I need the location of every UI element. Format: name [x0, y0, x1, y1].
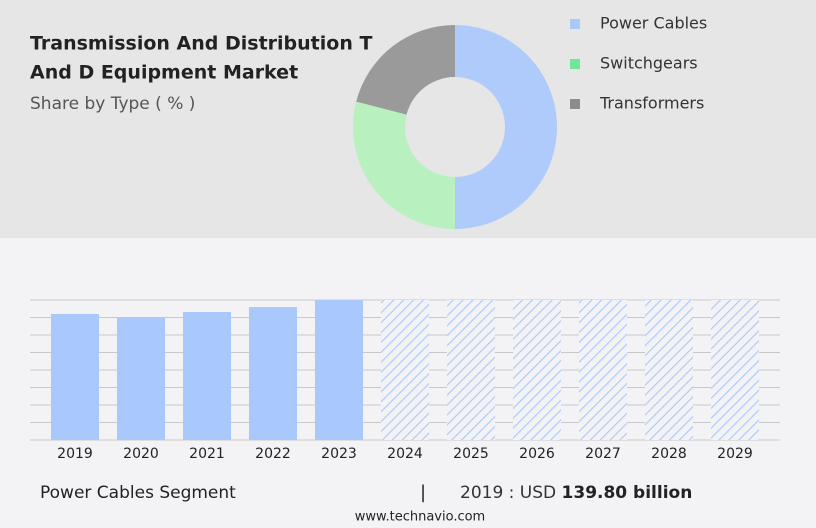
bar [315, 300, 363, 440]
x-tick-label: 2026 [519, 446, 555, 462]
footer-segment: Power Cables Segment [40, 483, 236, 503]
footer-year: 2019 : USD [460, 483, 556, 503]
x-tick-label: 2019 [57, 446, 93, 462]
forecast-placeholder [711, 300, 759, 440]
donut-slice [356, 25, 455, 115]
x-tick-label: 2027 [585, 446, 621, 462]
chart-title: Transmission And Distribution T [30, 33, 372, 55]
legend-label: Power Cables [600, 14, 707, 33]
x-tick-label: 2020 [123, 446, 159, 462]
x-tick-label: 2025 [453, 446, 489, 462]
forecast-placeholder [513, 300, 561, 440]
x-tick-label: 2024 [387, 446, 423, 462]
forecast-placeholder [645, 300, 693, 440]
footer-separator: | [420, 482, 426, 503]
donut-slice [353, 101, 455, 229]
donut-slice [455, 25, 557, 229]
legend-swatch [570, 19, 580, 29]
x-tick-label: 2021 [189, 446, 225, 462]
chart-subtitle: Share by Type ( % ) [30, 94, 195, 114]
x-tick-label: 2023 [321, 446, 357, 462]
legend-swatch [570, 59, 580, 69]
forecast-placeholder [579, 300, 627, 440]
x-tick-label: 2029 [717, 446, 753, 462]
footer-value: 2019 : USD 139.80 billion [460, 483, 692, 503]
forecast-placeholder [381, 300, 429, 440]
legend-swatch [570, 99, 580, 109]
bar [51, 313, 99, 440]
legend-label: Switchgears [600, 54, 698, 73]
bar [183, 311, 231, 440]
chart-title: And D Equipment Market [30, 62, 298, 84]
legend-label: Transformers [599, 94, 704, 113]
footer-amount: 139.80 billion [562, 483, 693, 503]
forecast-placeholder [447, 300, 495, 440]
bar [249, 307, 297, 440]
source: www.technavio.com [355, 510, 485, 525]
x-tick-label: 2028 [651, 446, 687, 462]
x-tick-label: 2022 [255, 446, 291, 462]
bar [117, 317, 165, 440]
